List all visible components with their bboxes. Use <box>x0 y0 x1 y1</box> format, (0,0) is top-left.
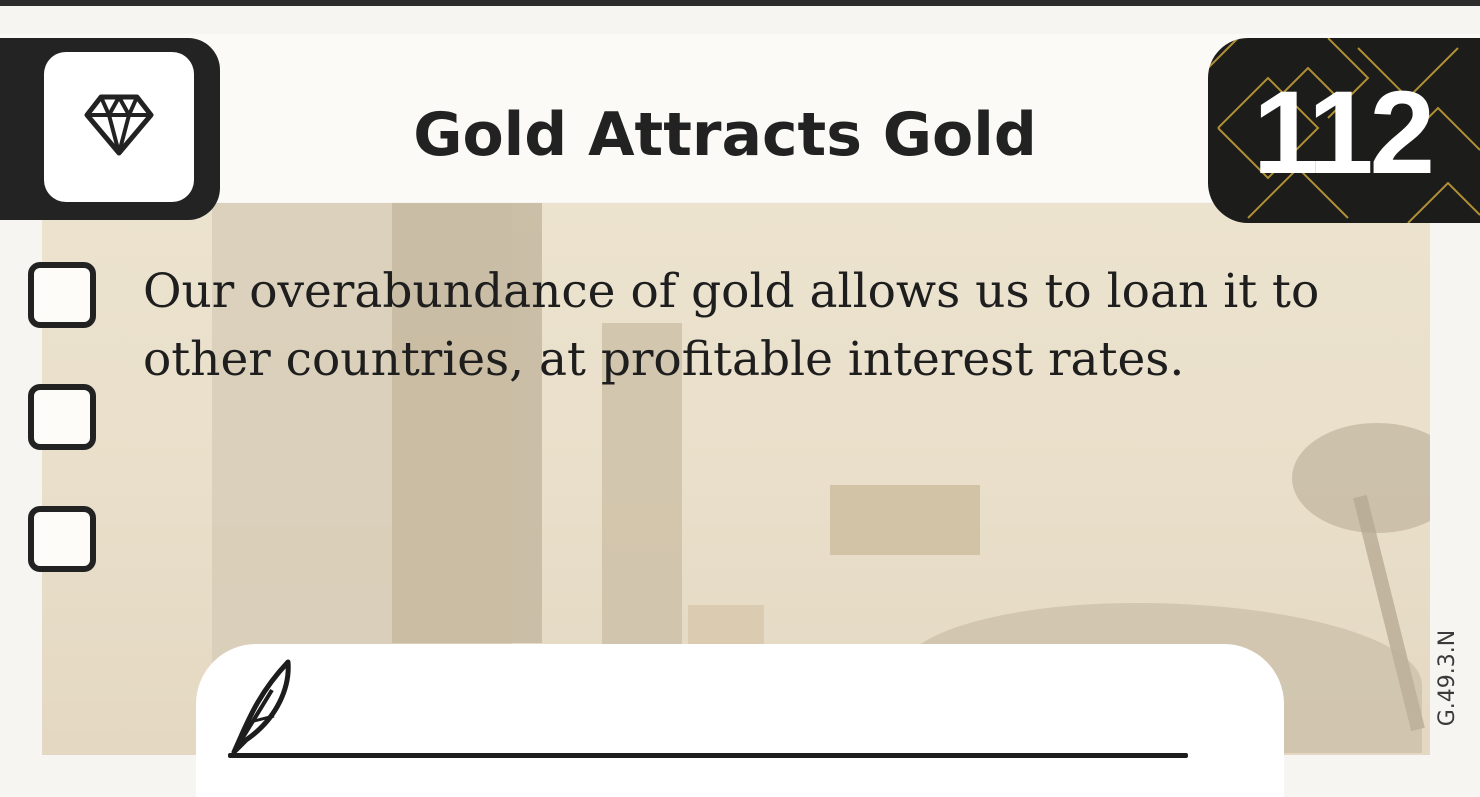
checkbox-2[interactable] <box>28 384 96 450</box>
card-description: Our overabundance of gold allows us to l… <box>143 264 1320 387</box>
art-window <box>830 485 980 555</box>
card-number: 112 <box>1252 67 1435 199</box>
diamond-icon <box>83 91 155 163</box>
card-code: G.49.3.N <box>1435 629 1460 727</box>
card-number-badge <box>1208 38 1480 223</box>
notes-underline <box>228 753 1188 758</box>
quill-icon <box>226 656 294 756</box>
card-top-edge <box>0 0 1480 6</box>
checkbox-1[interactable] <box>28 262 96 328</box>
art-crate <box>688 605 764 645</box>
notes-area[interactable] <box>196 644 1284 797</box>
card-title: Gold Attracts Gold <box>413 100 1037 170</box>
category-icon-box <box>44 52 194 202</box>
checkbox-3[interactable] <box>28 506 96 572</box>
art-palm-leaves <box>1292 423 1430 533</box>
art-building-dark <box>392 203 542 643</box>
badge-pattern <box>1208 38 1480 223</box>
